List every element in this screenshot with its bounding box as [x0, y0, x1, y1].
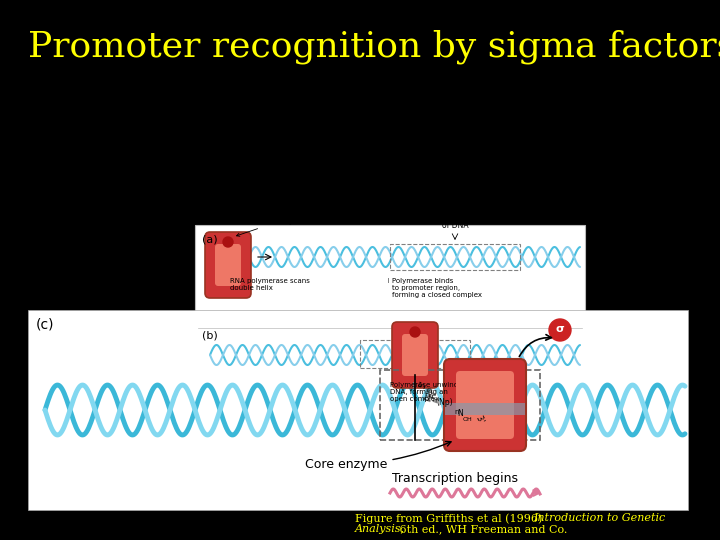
Text: (b): (b)	[202, 330, 217, 340]
Text: Transcription begins: Transcription begins	[392, 472, 518, 485]
Text: 5': 5'	[418, 380, 429, 390]
Text: OH: OH	[463, 417, 473, 422]
Text: Promoter region
of DNA: Promoter region of DNA	[424, 211, 486, 230]
Text: N: N	[457, 409, 463, 418]
Text: Polymerase binds
to promoter region,
forming a closed complex: Polymerase binds to promoter region, for…	[392, 278, 482, 298]
Text: Analysis,: Analysis,	[355, 524, 405, 534]
FancyBboxPatch shape	[402, 334, 428, 376]
Text: RNA polymerase scans
double helix: RNA polymerase scans double helix	[230, 278, 310, 291]
Bar	[445, 403, 525, 415]
Circle shape	[549, 319, 571, 341]
Text: (a): (a)	[202, 235, 217, 245]
Text: p: p	[432, 397, 439, 403]
Bar	[380, 370, 540, 440]
Text: 3': 3'	[473, 411, 485, 424]
FancyBboxPatch shape	[444, 359, 526, 451]
Text: A: A	[428, 392, 438, 400]
FancyBboxPatch shape	[392, 322, 438, 388]
Text: σ: σ	[556, 324, 564, 334]
Text: Holoenzyme: Holoenzyme	[236, 216, 305, 237]
Text: Promoter recognition by sigma factors: Promoter recognition by sigma factors	[28, 30, 720, 64]
Text: Figure from Griffiths et al (1996): Figure from Griffiths et al (1996)	[355, 513, 546, 524]
Text: (c): (c)	[36, 318, 55, 332]
Text: Introduction to Genetic: Introduction to Genetic	[533, 513, 665, 523]
Bar	[28, 310, 688, 510]
Bar	[195, 225, 585, 440]
Bar	[360, 340, 470, 368]
Text: (Np): (Np)	[436, 398, 453, 407]
Bar	[390, 244, 520, 270]
Text: ppp: ppp	[422, 385, 436, 402]
Circle shape	[223, 237, 233, 247]
FancyBboxPatch shape	[205, 232, 251, 298]
Text: Core enzyme: Core enzyme	[305, 441, 451, 471]
Text: Polymerase unwinds
DNA, forming an
open complex: Polymerase unwinds DNA, forming an open …	[390, 382, 462, 402]
Circle shape	[410, 327, 420, 337]
FancyBboxPatch shape	[215, 244, 241, 286]
Text: 6th ed., WH Freeman and Co.: 6th ed., WH Freeman and Co.	[396, 524, 567, 534]
FancyBboxPatch shape	[456, 371, 514, 439]
Text: n: n	[454, 409, 459, 415]
